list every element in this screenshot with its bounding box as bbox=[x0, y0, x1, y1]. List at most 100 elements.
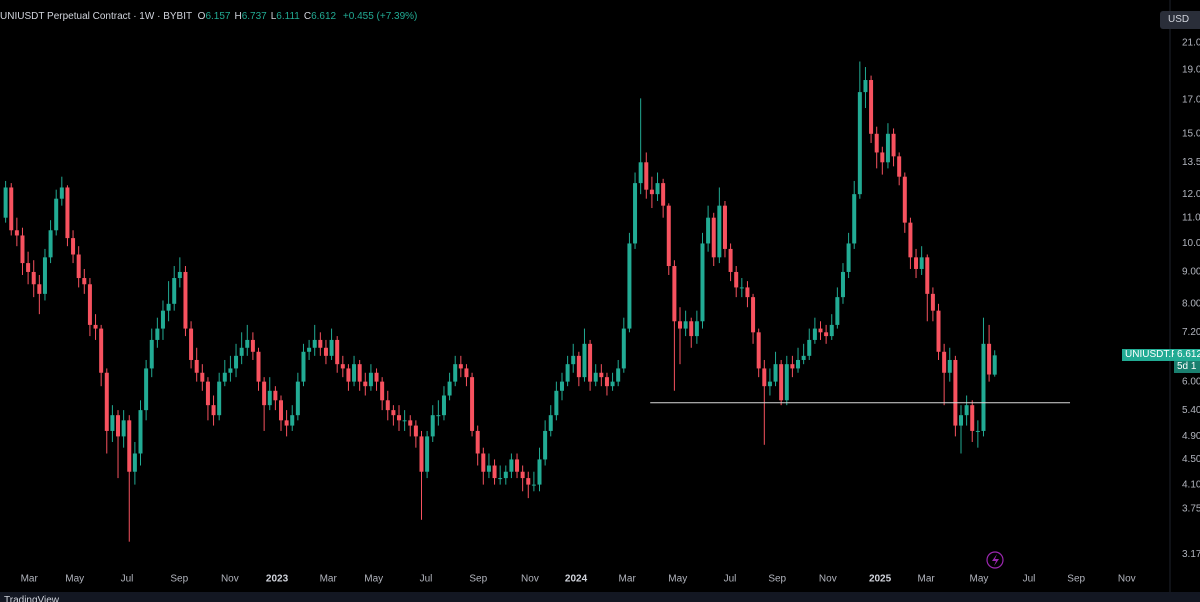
field-key: O bbox=[197, 11, 206, 22]
candle-body bbox=[9, 187, 14, 231]
candle-body bbox=[936, 310, 941, 352]
y-tick-label: 4.10 bbox=[1182, 479, 1200, 490]
candle-body bbox=[869, 80, 874, 134]
candle-body bbox=[234, 355, 239, 369]
candle-body bbox=[633, 183, 638, 244]
candle-body bbox=[14, 230, 19, 236]
x-tick-label: Jul bbox=[420, 574, 433, 585]
candle-body bbox=[745, 287, 750, 298]
candle-body bbox=[290, 415, 295, 426]
candle-body bbox=[87, 284, 92, 325]
candle-body bbox=[200, 372, 205, 382]
candle-body bbox=[722, 205, 727, 249]
candle-body bbox=[554, 390, 559, 416]
candle-body bbox=[436, 415, 441, 417]
field-value: 6.737 bbox=[241, 11, 267, 22]
candle-body bbox=[323, 347, 328, 356]
candle-body bbox=[346, 368, 351, 382]
candle-body bbox=[520, 471, 525, 479]
candle-body bbox=[908, 222, 913, 258]
candle-body bbox=[840, 271, 845, 298]
candle-body bbox=[593, 372, 598, 382]
symbol-title: UNIUSDT Perpetual Contract · 1W · BYBIT bbox=[0, 11, 193, 22]
candle-body bbox=[335, 339, 340, 365]
y-tick-label: 12.00 bbox=[1182, 189, 1200, 200]
candle-body bbox=[627, 243, 632, 329]
x-tick-label: May bbox=[970, 574, 989, 585]
candle-body bbox=[717, 205, 722, 258]
candle-body bbox=[885, 133, 890, 163]
candle-body bbox=[700, 243, 705, 322]
candle-body bbox=[829, 324, 834, 337]
y-tick-label: 3.17 bbox=[1182, 549, 1200, 560]
field-value: 6.612 bbox=[311, 11, 337, 22]
countdown-tag: 5d 1 bbox=[1174, 361, 1200, 373]
candle-body bbox=[116, 415, 121, 437]
candle-body bbox=[919, 257, 924, 269]
candle-body bbox=[604, 377, 609, 387]
candle-body bbox=[739, 287, 744, 289]
events-icon[interactable] bbox=[986, 551, 1004, 569]
candle-body bbox=[250, 339, 255, 352]
candle-body bbox=[155, 328, 160, 340]
candle-body bbox=[515, 459, 520, 472]
candle-body bbox=[194, 359, 199, 373]
candle-body bbox=[307, 347, 312, 352]
y-tick-label: 7.20 bbox=[1182, 327, 1200, 338]
candle-body bbox=[711, 217, 716, 258]
candle-body bbox=[571, 355, 576, 365]
candle-body bbox=[475, 430, 480, 454]
candle-body bbox=[413, 425, 418, 437]
x-tick-label: Sep bbox=[469, 574, 487, 585]
candle-body bbox=[340, 364, 345, 369]
y-tick-label: 3.75 bbox=[1182, 503, 1200, 514]
candle-body bbox=[880, 152, 885, 163]
candle-body bbox=[453, 364, 458, 382]
candle-body bbox=[138, 410, 143, 454]
candle-body bbox=[464, 368, 469, 378]
candle-body bbox=[526, 478, 531, 485]
events-icon-bolt bbox=[992, 554, 999, 566]
x-tick-label: Nov bbox=[221, 574, 239, 585]
candle-body bbox=[498, 478, 503, 480]
candle-body bbox=[385, 400, 390, 411]
x-tick-label: Nov bbox=[1118, 574, 1136, 585]
field-value: 6.157 bbox=[205, 11, 231, 22]
y-tick-label: 21.00 bbox=[1182, 37, 1200, 48]
candle-body bbox=[278, 400, 283, 421]
y-tick-label: 17.00 bbox=[1182, 95, 1200, 106]
symbol-tag: UNIUSDT.P bbox=[1122, 349, 1181, 361]
candle-body bbox=[548, 415, 553, 431]
y-tick-label: 4.50 bbox=[1182, 454, 1200, 465]
candle-body bbox=[790, 364, 795, 369]
y-tick-label: 15.00 bbox=[1182, 128, 1200, 139]
candle-body bbox=[110, 415, 115, 431]
candle-body bbox=[48, 230, 53, 258]
candle-body bbox=[352, 364, 357, 382]
y-tick-label: 11.00 bbox=[1182, 212, 1200, 223]
candle-body bbox=[228, 368, 233, 373]
currency-button[interactable]: USD bbox=[1160, 11, 1200, 29]
candle-body bbox=[767, 381, 772, 387]
x-tick-label: Nov bbox=[521, 574, 539, 585]
candle-body bbox=[773, 364, 778, 382]
candle-body bbox=[222, 372, 227, 382]
x-tick-label: 2025 bbox=[869, 574, 892, 585]
field-value: 6.111 bbox=[276, 11, 300, 22]
candle-body bbox=[492, 465, 497, 479]
x-tick-label: Mar bbox=[21, 574, 39, 585]
candle-body bbox=[914, 257, 919, 269]
candle-body bbox=[942, 351, 947, 373]
x-tick-label: Mar bbox=[918, 574, 936, 585]
candle-body bbox=[93, 324, 98, 329]
y-tick-label: 5.40 bbox=[1182, 405, 1200, 416]
candle-body bbox=[430, 415, 435, 437]
candle-body bbox=[638, 162, 643, 184]
candle-body bbox=[689, 321, 694, 337]
candle-body bbox=[267, 390, 272, 406]
candle-body bbox=[211, 405, 216, 416]
ohlc-fields: O6.157 H6.737 L6.111 C6.612 bbox=[198, 11, 340, 22]
candle-body bbox=[391, 410, 396, 416]
candle-body bbox=[318, 339, 323, 348]
candle-body bbox=[99, 328, 104, 373]
